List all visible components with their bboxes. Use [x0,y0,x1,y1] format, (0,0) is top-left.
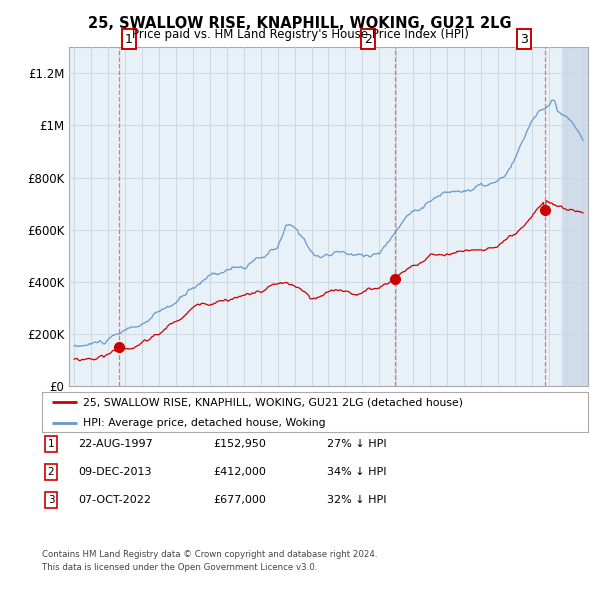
Text: 25, SWALLOW RISE, KNAPHILL, WOKING, GU21 2LG (detached house): 25, SWALLOW RISE, KNAPHILL, WOKING, GU21… [83,397,463,407]
Text: 07-OCT-2022: 07-OCT-2022 [78,495,151,504]
Text: 32% ↓ HPI: 32% ↓ HPI [327,495,386,504]
Text: Contains HM Land Registry data © Crown copyright and database right 2024.: Contains HM Land Registry data © Crown c… [42,550,377,559]
Text: 34% ↓ HPI: 34% ↓ HPI [327,467,386,477]
Text: £412,000: £412,000 [213,467,266,477]
Text: 3: 3 [520,32,527,45]
Text: 3: 3 [47,495,55,504]
Text: £677,000: £677,000 [213,495,266,504]
Text: 27% ↓ HPI: 27% ↓ HPI [327,439,386,448]
Text: 09-DEC-2013: 09-DEC-2013 [78,467,151,477]
Text: 1: 1 [125,32,133,45]
Text: 25, SWALLOW RISE, KNAPHILL, WOKING, GU21 2LG: 25, SWALLOW RISE, KNAPHILL, WOKING, GU21… [88,16,512,31]
Text: 2: 2 [47,467,55,477]
Text: This data is licensed under the Open Government Licence v3.0.: This data is licensed under the Open Gov… [42,563,317,572]
Text: £152,950: £152,950 [213,439,266,448]
Text: HPI: Average price, detached house, Woking: HPI: Average price, detached house, Woki… [83,418,326,428]
Bar [562,47,600,386]
Text: Price paid vs. HM Land Registry's House Price Index (HPI): Price paid vs. HM Land Registry's House … [131,28,469,41]
Text: 22-AUG-1997: 22-AUG-1997 [78,439,153,448]
Text: 1: 1 [47,439,55,448]
Text: 2: 2 [364,32,372,45]
